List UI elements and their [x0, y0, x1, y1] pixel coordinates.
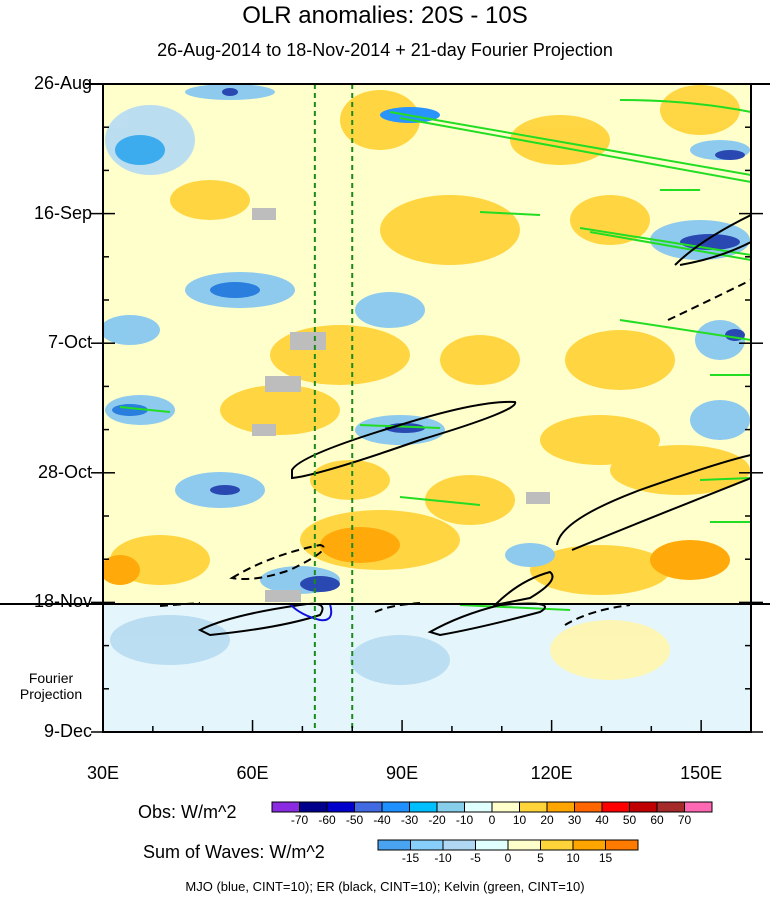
obs-colorbar-title: Obs: W/m^2 — [138, 802, 237, 822]
waves-colorbar-title: Sum of Waves: W/m^2 — [143, 842, 325, 862]
colorbar-swatch — [656, 801, 685, 813]
colorbar-tick-label: 20 — [540, 813, 554, 827]
waves-colorbar — [377, 839, 639, 851]
chart-title: OLR anomalies: 20S - 10S — [242, 2, 528, 29]
colorbar-tick-label: -30 — [400, 813, 419, 827]
colorbar-swatch — [605, 839, 639, 851]
y-tick-label: 16-Sep — [33, 202, 92, 223]
colorbar-swatch — [354, 801, 383, 813]
colorbar-tick-label: -40 — [373, 813, 391, 827]
colorbar-tick-label: 15 — [598, 851, 613, 865]
colorbar-swatch — [540, 839, 574, 851]
colorbar-swatch — [410, 839, 444, 851]
colorbar-tick-label: 5 — [537, 851, 544, 865]
obs-colorbar — [271, 801, 713, 813]
colorbar-swatch — [299, 801, 328, 813]
colorbar-swatch — [629, 801, 658, 813]
colorbar-swatch — [519, 801, 548, 813]
y-tick-label: 26-Aug — [33, 73, 92, 93]
colorbar-swatch — [377, 839, 411, 851]
colorbar-swatch — [475, 839, 509, 851]
colorbar-tick-label: -70 — [290, 813, 309, 827]
colorbar-tick-label: 70 — [677, 813, 692, 827]
colorbar-tick-label: -5 — [470, 851, 481, 865]
colorbar-tick-label: -50 — [345, 813, 364, 827]
colorbar-tick-label: 10 — [566, 851, 580, 865]
colorbar-tick-label: -20 — [428, 813, 446, 827]
colorbar-swatch — [381, 801, 410, 813]
y-tick-label: 28-Oct — [37, 461, 92, 482]
colorbar-tick-label: -10 — [455, 813, 474, 827]
chart-subtitle: 26-Aug-2014 to 18-Nov-2014 + 21-day Four… — [157, 40, 613, 60]
colorbar-swatch — [601, 801, 630, 813]
y-tick-label: 9-Dec — [43, 721, 92, 741]
colorbar-swatch — [507, 839, 541, 851]
colorbar-tick-label: 0 — [504, 851, 512, 865]
colorbar-tick-label: 10 — [512, 813, 527, 827]
colorbar-swatch — [271, 801, 300, 813]
colorbar-swatch — [464, 801, 493, 813]
colorbar-swatch — [546, 801, 575, 813]
colorbar-tick-label: 40 — [595, 813, 609, 827]
projection-label: Fourier Projection — [19, 670, 83, 702]
colorbar-tick-label: -15 — [401, 851, 420, 865]
x-tick-label: 150E — [680, 763, 723, 783]
x-tick-label: 30E — [86, 763, 120, 783]
colorbar-tick-label: -10 — [434, 851, 452, 865]
olr-anomaly-field — [103, 84, 751, 732]
colorbar-swatch — [684, 801, 713, 813]
x-tick-label: 90E — [386, 763, 419, 783]
colorbar-swatch — [409, 801, 438, 813]
colorbar-tick-label: -60 — [318, 813, 336, 827]
colorbar-swatch — [491, 801, 520, 813]
colorbar-swatch — [442, 839, 476, 851]
colorbar-swatch — [572, 839, 606, 851]
colorbar-swatch — [574, 801, 603, 813]
y-tick-label: 7-Oct — [47, 332, 92, 353]
x-tick-label: 120E — [530, 763, 573, 783]
colorbar-tick-label: 30 — [567, 813, 582, 827]
colorbar-tick-label: 0 — [488, 813, 496, 827]
colorbar-swatch — [326, 801, 355, 813]
colorbar-swatch — [436, 801, 465, 813]
colorbar-tick-label: 50 — [622, 813, 637, 827]
contour-legend-footnote: MJO (blue, CINT=10); ER (black, CINT=10)… — [185, 879, 585, 894]
colorbar-tick-label: 60 — [650, 813, 664, 827]
x-tick-label: 60E — [236, 763, 269, 783]
y-tick-label: 18-Nov — [33, 591, 92, 612]
